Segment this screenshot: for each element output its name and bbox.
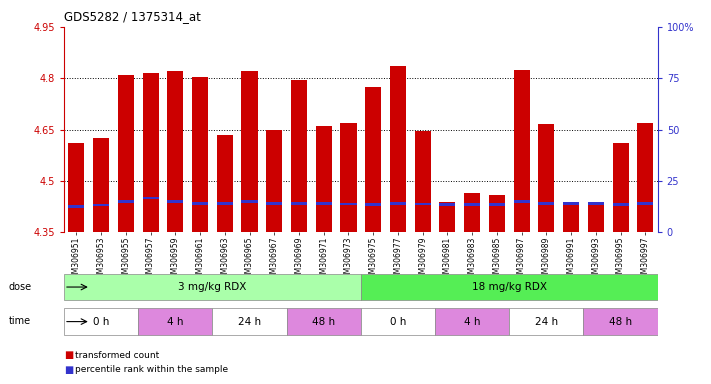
Bar [213,308,287,335]
Bar [365,87,381,232]
Bar [588,205,604,232]
Bar [360,274,658,300]
Text: transformed count: transformed count [75,351,159,360]
Text: 4 h: 4 h [167,316,183,327]
Text: 48 h: 48 h [609,316,632,327]
Bar [588,202,604,205]
Bar [489,203,505,205]
Bar [266,202,282,205]
Bar [613,203,629,205]
Bar [415,131,431,232]
Bar [415,202,431,205]
Text: time: time [9,316,31,326]
Bar [390,202,406,205]
Text: 24 h: 24 h [238,316,261,327]
Bar [167,71,183,232]
Text: 0 h: 0 h [390,316,406,327]
Bar [439,202,456,232]
Bar [464,203,480,205]
Bar [509,308,584,335]
Bar [489,195,505,232]
Bar [291,202,307,205]
Bar [142,197,159,199]
Bar [563,202,579,205]
Bar [584,308,658,335]
Bar [64,274,360,300]
Bar [93,138,109,232]
Text: ■: ■ [64,365,73,375]
Bar [341,123,356,232]
Bar [291,80,307,232]
Bar [435,308,509,335]
Bar [637,123,653,232]
Bar [242,200,257,203]
Text: 4 h: 4 h [464,316,481,327]
Bar [217,202,232,205]
Bar [464,193,480,232]
Bar [287,308,360,335]
Text: GDS5282 / 1375314_at: GDS5282 / 1375314_at [64,10,201,23]
Text: 3 mg/kg RDX: 3 mg/kg RDX [178,282,247,292]
Text: percentile rank within the sample: percentile rank within the sample [75,365,228,374]
Bar [637,202,653,205]
Text: ■: ■ [64,350,73,360]
Bar [167,200,183,203]
Bar [341,202,356,205]
Text: 0 h: 0 h [93,316,109,327]
Bar [68,205,85,208]
Text: 18 mg/kg RDX: 18 mg/kg RDX [472,282,547,292]
Bar [613,143,629,232]
Bar [513,70,530,232]
Bar [217,135,232,232]
Bar [192,76,208,232]
Bar [93,204,109,206]
Text: dose: dose [9,282,32,292]
Bar [266,129,282,232]
Bar [390,66,406,232]
Bar [64,308,138,335]
Bar [563,205,579,232]
Bar [538,124,555,232]
Bar [242,71,257,232]
Bar [316,126,332,232]
Bar [142,73,159,232]
Bar [192,202,208,205]
Text: 24 h: 24 h [535,316,558,327]
Bar [538,202,555,205]
Bar [513,200,530,203]
Bar [118,75,134,232]
Bar [118,200,134,203]
Bar [138,308,213,335]
Bar [68,143,85,232]
Text: 48 h: 48 h [312,316,336,327]
Bar [365,203,381,205]
Bar [439,203,456,205]
Bar [360,308,435,335]
Bar [316,202,332,205]
